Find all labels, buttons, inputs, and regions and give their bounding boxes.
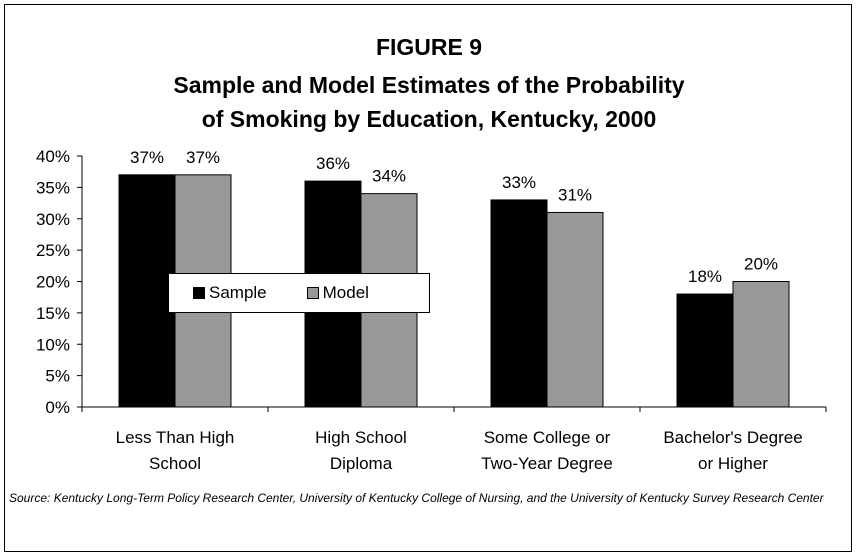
- y-tick-label: 0%: [45, 398, 70, 417]
- x-category-label: Some College or: [484, 428, 611, 447]
- x-category-label: Bachelor's Degree: [663, 428, 802, 447]
- legend-label-model: Model: [322, 283, 369, 302]
- x-category-label: School: [149, 454, 201, 473]
- data-label-sample-1: 36%: [316, 154, 350, 173]
- x-category-label: Diploma: [330, 454, 393, 473]
- data-label-model-1: 34%: [372, 167, 406, 186]
- x-category-label: High School: [315, 428, 407, 447]
- bar-sample-2: [490, 199, 548, 408]
- y-tick-label: 15%: [36, 304, 70, 323]
- chart-title: FIGURE 9: [375, 34, 483, 60]
- y-tick-label: 30%: [36, 210, 70, 229]
- data-label-sample-3: 18%: [688, 267, 722, 286]
- legend-swatch-model: [306, 287, 319, 299]
- legend-item-sample: Sample: [193, 283, 267, 303]
- legend: Sample Model: [168, 273, 430, 313]
- chart-subtitle-line-1: Sample and Model Estimates of the Probab…: [173, 72, 685, 98]
- source-note: Source: Kentucky Long-Term Policy Resear…: [9, 491, 824, 505]
- legend-item-model: Model: [306, 283, 369, 303]
- y-tick-label: 10%: [36, 335, 70, 354]
- data-label-model-3: 20%: [744, 255, 778, 274]
- legend-swatch-sample: [193, 287, 205, 299]
- y-tick-label: 40%: [36, 147, 70, 166]
- y-tick-label: 35%: [36, 178, 70, 197]
- data-label-sample-2: 33%: [502, 173, 536, 192]
- legend-label-sample: Sample: [209, 283, 267, 302]
- y-tick-label: 25%: [36, 241, 70, 260]
- bar-sample-0: [118, 174, 176, 408]
- y-tick-label: 20%: [36, 273, 70, 292]
- bar-model-2: [546, 211, 604, 408]
- data-label-sample-0: 37%: [130, 148, 164, 167]
- data-label-model-0: 37%: [186, 148, 220, 167]
- x-category-label: or Higher: [698, 454, 768, 473]
- x-category-label: Less Than High: [116, 428, 235, 447]
- y-tick-label: 5%: [45, 367, 70, 386]
- bar-sample-3: [676, 293, 734, 408]
- chart-subtitle-line-2: of Smoking by Education, Kentucky, 2000: [201, 106, 657, 132]
- x-category-label: Two-Year Degree: [481, 454, 613, 473]
- data-label-model-2: 31%: [558, 185, 592, 204]
- bar-model-3: [732, 281, 790, 408]
